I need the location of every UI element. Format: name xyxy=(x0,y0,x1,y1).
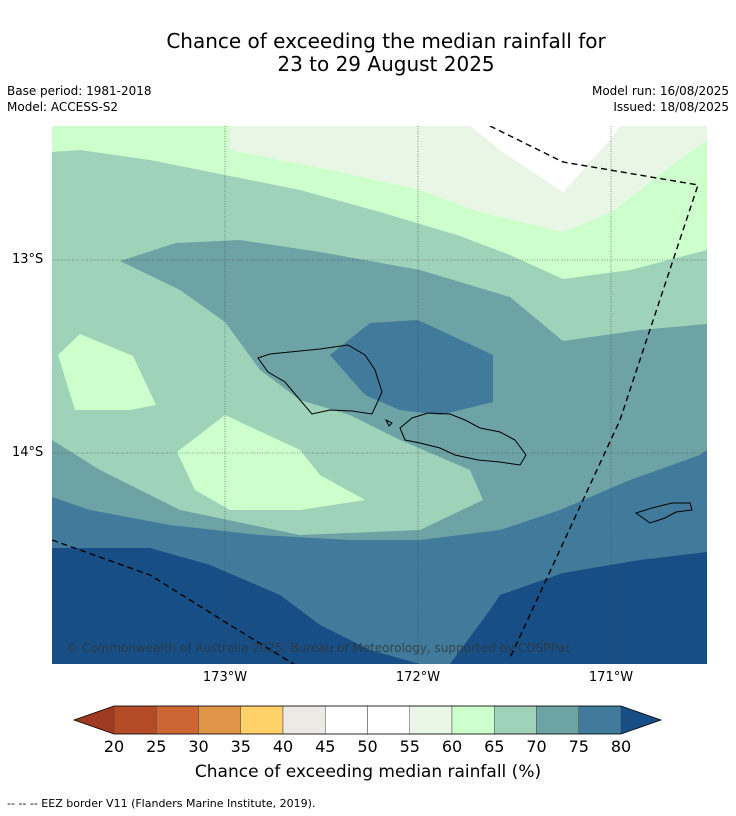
colorbar-box-25-30 xyxy=(156,705,199,735)
colorbar-tick-75: 75 xyxy=(568,737,589,756)
colorbar-box-45-50 xyxy=(325,705,368,735)
colorbar-tick-25: 25 xyxy=(146,737,167,756)
eez-footnote: -- -- -- EEZ border V11 (Flanders Marine… xyxy=(7,797,316,810)
issued-date: Issued: 18/08/2025 xyxy=(613,100,729,114)
colorbar-box-65-70 xyxy=(494,705,537,735)
eez-border xyxy=(52,126,699,664)
copyright-notice: © Commonwealth of Australia 2025, Bureau… xyxy=(66,641,572,655)
colorbar-tick-35: 35 xyxy=(230,737,251,756)
colorbar-tick-45: 45 xyxy=(315,737,336,756)
model-run: Model run: 16/08/2025 xyxy=(591,84,729,98)
title-line-1: Chance of exceeding the median rainfall … xyxy=(166,29,606,53)
colorbar-tick-55: 55 xyxy=(399,737,420,756)
colorbar-over-arrow xyxy=(621,706,661,734)
colorbar-box-30-35 xyxy=(198,705,241,735)
colorbar xyxy=(72,705,663,735)
contour-map xyxy=(52,126,707,664)
colorbar-under-arrow xyxy=(74,706,114,734)
colorbar-label: Chance of exceeding median rainfall (%) xyxy=(194,762,542,782)
colorbar-box-20-25 xyxy=(113,705,157,735)
gridlines xyxy=(52,126,707,664)
colorbar-tick-20: 20 xyxy=(103,737,125,756)
band-50-55 xyxy=(470,126,620,192)
colorbar-tick-60: 60 xyxy=(441,737,463,756)
island-outlines xyxy=(257,344,693,524)
lon-label-171w: 171°W xyxy=(588,670,634,685)
savaii-island xyxy=(257,344,383,415)
colorbar-tick-40: 40 xyxy=(272,737,294,756)
colorbar-box-55-60 xyxy=(409,705,453,735)
colorbar-box-35-40 xyxy=(240,705,284,735)
lat-label-13s: 13°S xyxy=(12,252,44,267)
title-line-2: 23 to 29 August 2025 xyxy=(277,52,495,76)
lon-label-172w: 172°W xyxy=(395,670,441,685)
band-over-80 xyxy=(52,548,707,664)
colorbar-tick-50: 50 xyxy=(357,737,378,756)
small-islet xyxy=(384,418,393,427)
colorbar-box-40-45 xyxy=(282,705,326,735)
base-period: Base period: 1981-2018 xyxy=(7,84,152,98)
colorbar-tick-70: 70 xyxy=(526,737,547,756)
colorbar-tick-65: 65 xyxy=(484,737,505,756)
colorbar-boxes xyxy=(113,705,622,735)
meta-right: Model run: 16/08/2025 Issued: 18/08/2025 xyxy=(592,83,729,115)
map-title: Chance of exceeding the median rainfall … xyxy=(0,30,736,76)
band-75-80-center xyxy=(330,320,493,415)
colorbar-box-60-65 xyxy=(451,705,495,735)
lat-label-14s: 14°S xyxy=(12,445,44,460)
colorbar-tick-80: 80 xyxy=(610,737,632,756)
meta-left: Base period: 1981-2018 Model: ACCESS-S2 xyxy=(7,83,152,115)
tutuila-island xyxy=(634,502,693,524)
model-name: Model: ACCESS-S2 xyxy=(7,100,119,114)
band-60-65-south xyxy=(177,415,365,510)
colorbar-box-75-80 xyxy=(578,705,622,735)
band-60-65-west xyxy=(58,334,156,410)
colorbar-tick-30: 30 xyxy=(188,737,209,756)
colorbar-box-70-75 xyxy=(536,705,579,735)
lon-label-173w: 173°W xyxy=(202,670,248,685)
upolu-island xyxy=(399,412,527,466)
colorbar-box-50-55 xyxy=(367,705,410,735)
